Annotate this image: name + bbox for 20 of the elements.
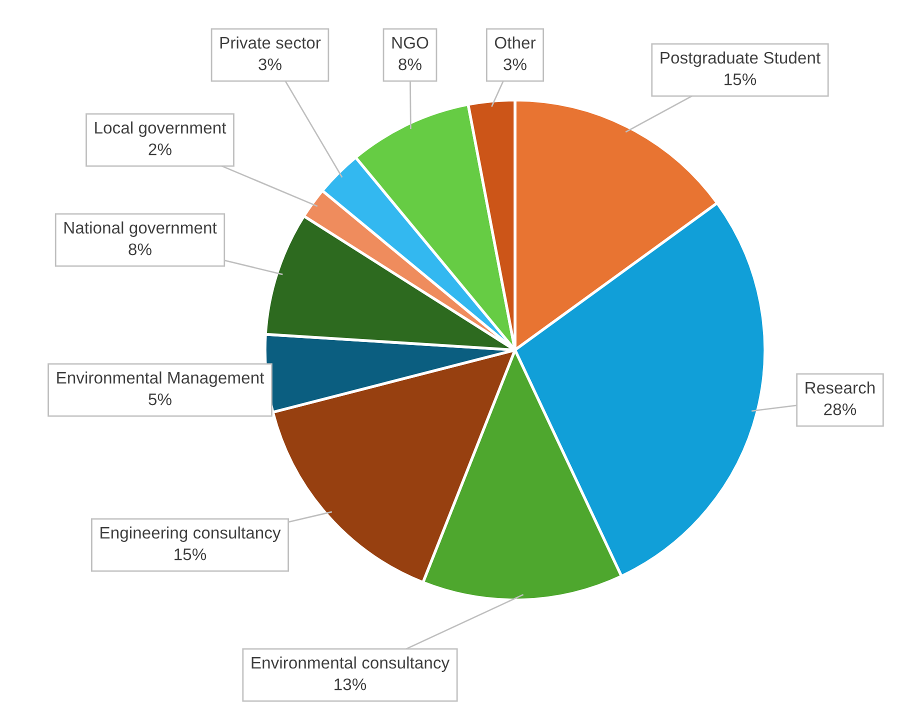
data-label: 13% [334, 678, 366, 690]
data-label: 8% [398, 58, 422, 70]
slice-label: Research [806, 381, 875, 394]
slice-label: Postgraduate Student [660, 51, 820, 67]
slice-label: Environmental consultancy [252, 656, 450, 672]
slice-label: Environmental Management [57, 371, 264, 387]
slice-label: Other [494, 36, 536, 49]
data-label: 15% [174, 548, 206, 560]
slice-label: National government [64, 221, 217, 237]
slice-label: NGO [392, 36, 428, 49]
data-label: 5% [148, 394, 172, 406]
data-label: 2% [148, 143, 172, 156]
data-label: 15% [724, 74, 756, 86]
data-label: 28% [824, 403, 856, 416]
data-label: 3% [504, 58, 526, 70]
slice-label: Private sector [220, 36, 321, 49]
data-label: 8% [128, 243, 152, 256]
data-label: 3% [258, 58, 282, 70]
slice-label: Local government [95, 121, 226, 137]
slice-label: Engineering consultancy [100, 526, 281, 542]
